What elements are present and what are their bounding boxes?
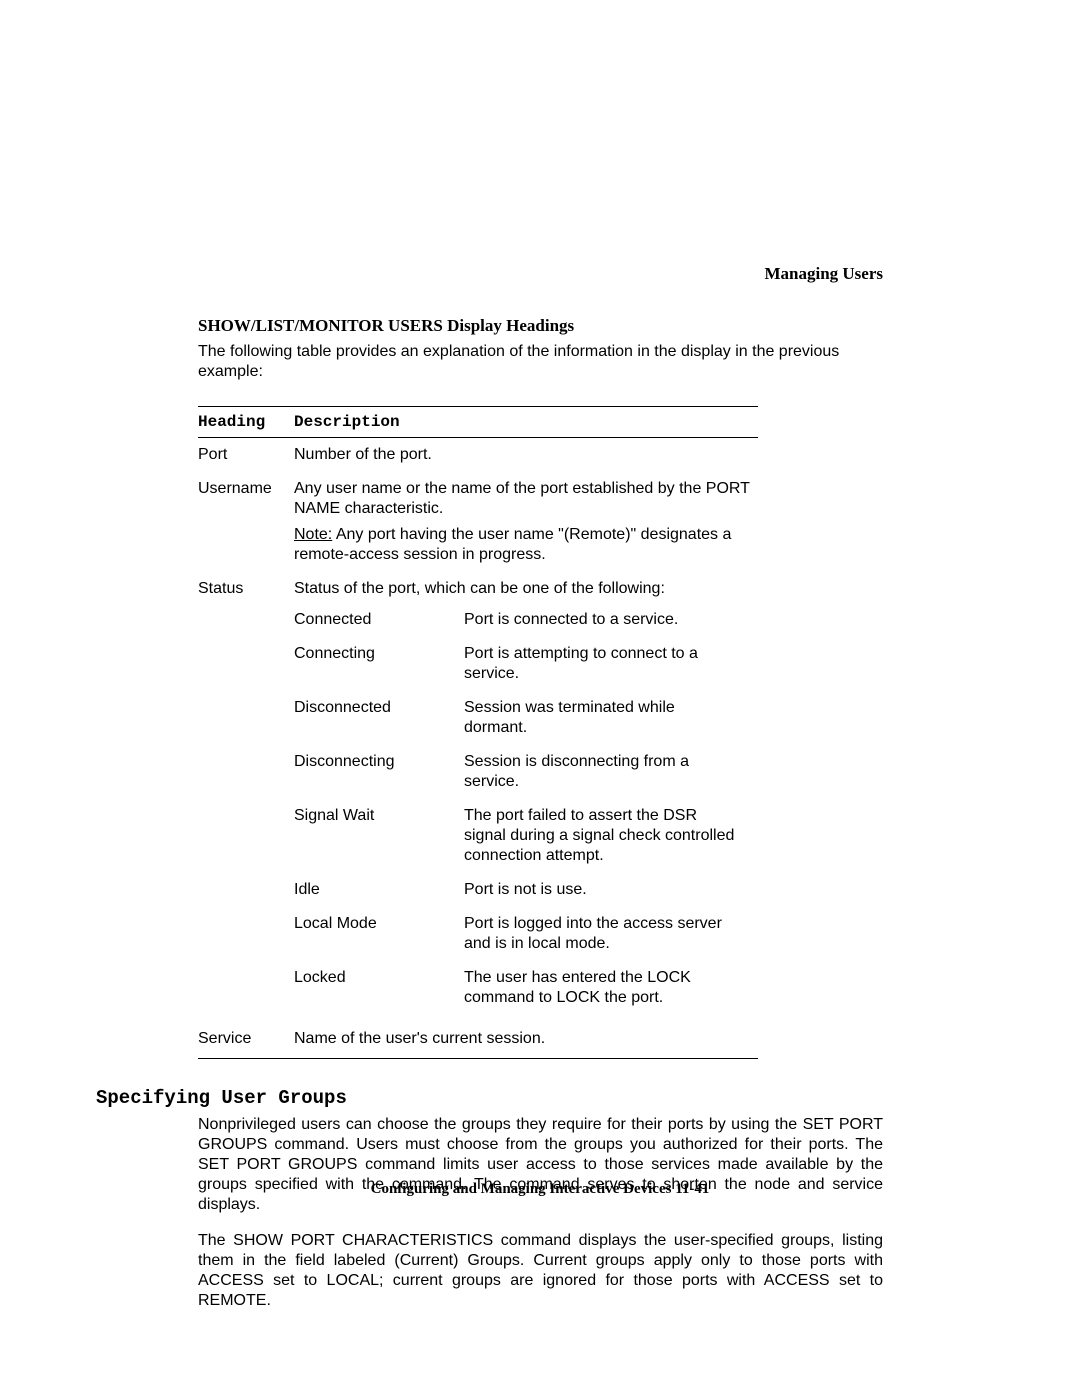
username-note: Note: Any port having the user name "(Re… <box>294 525 750 565</box>
table-header-heading: Heading <box>198 407 294 438</box>
status-state: Connecting <box>294 637 464 691</box>
status-desc: Port is attempting to connect to a servi… <box>464 637 750 691</box>
heading-cell: Service <box>198 1022 294 1059</box>
table-row: Port Number of the port. <box>198 438 758 473</box>
status-state: Local Mode <box>294 907 464 961</box>
status-state: Idle <box>294 873 464 907</box>
description-cell: Name of the user's current session. <box>294 1022 758 1059</box>
status-desc: Session is disconnecting from a service. <box>464 745 750 799</box>
section-title: SHOW/LIST/MONITOR USERS Display Headings <box>198 316 883 336</box>
status-state: Disconnecting <box>294 745 464 799</box>
status-desc: The port failed to assert the DSR signal… <box>464 799 750 873</box>
table-row: Username Any user name or the name of th… <box>198 472 758 572</box>
note-text: Any port having the user name "(Remote)"… <box>294 526 731 563</box>
status-subrow: Signal Wait The port failed to assert th… <box>294 799 750 873</box>
section2-title: Specifying User Groups <box>96 1087 883 1109</box>
status-desc: Session was terminated while dormant. <box>464 691 750 745</box>
status-subrow: Idle Port is not is use. <box>294 873 750 907</box>
page-footer: Configuring and Managing Interactive Dev… <box>0 1181 1080 1198</box>
heading-cell: Port <box>198 438 294 473</box>
headings-table: Heading Description Port Number of the p… <box>198 406 758 1059</box>
status-desc: Port is connected to a service. <box>464 603 750 637</box>
status-desc: Port is logged into the access server an… <box>464 907 750 961</box>
status-subrow: Local Mode Port is logged into the acces… <box>294 907 750 961</box>
status-state: Disconnected <box>294 691 464 745</box>
status-desc: Port is not is use. <box>464 873 750 907</box>
status-subrow: Locked The user has entered the LOCK com… <box>294 961 750 1015</box>
status-subrow: Connecting Port is attempting to connect… <box>294 637 750 691</box>
description-cell: Any user name or the name of the port es… <box>294 472 758 572</box>
heading-cell: Status <box>198 572 294 1022</box>
note-label: Note: <box>294 526 332 543</box>
section-intro: The following table provides an explanat… <box>198 342 883 382</box>
status-subrow: Disconnected Session was terminated whil… <box>294 691 750 745</box>
section2-para1: Nonprivileged users can choose the group… <box>198 1115 883 1215</box>
running-header: Managing Users <box>198 264 883 284</box>
status-state: Connected <box>294 603 464 637</box>
status-desc: Status of the port, which can be one of … <box>294 579 750 599</box>
username-desc-line1: Any user name or the name of the port es… <box>294 479 750 519</box>
section2-para2: The SHOW PORT CHARACTERISTICS command di… <box>198 1231 883 1311</box>
description-cell: Number of the port. <box>294 438 758 473</box>
status-desc: The user has entered the LOCK command to… <box>464 961 750 1015</box>
page-content: Managing Users SHOW/LIST/MONITOR USERS D… <box>198 264 883 1327</box>
status-state: Signal Wait <box>294 799 464 873</box>
description-cell: Status of the port, which can be one of … <box>294 572 758 1022</box>
status-subrow: Connected Port is connected to a service… <box>294 603 750 637</box>
status-subrow: Disconnecting Session is disconnecting f… <box>294 745 750 799</box>
status-subtable: Connected Port is connected to a service… <box>294 603 750 1015</box>
table-row: Status Status of the port, which can be … <box>198 572 758 1022</box>
status-state: Locked <box>294 961 464 1015</box>
heading-cell: Username <box>198 472 294 572</box>
table-row: Service Name of the user's current sessi… <box>198 1022 758 1059</box>
table-header-description: Description <box>294 407 758 438</box>
